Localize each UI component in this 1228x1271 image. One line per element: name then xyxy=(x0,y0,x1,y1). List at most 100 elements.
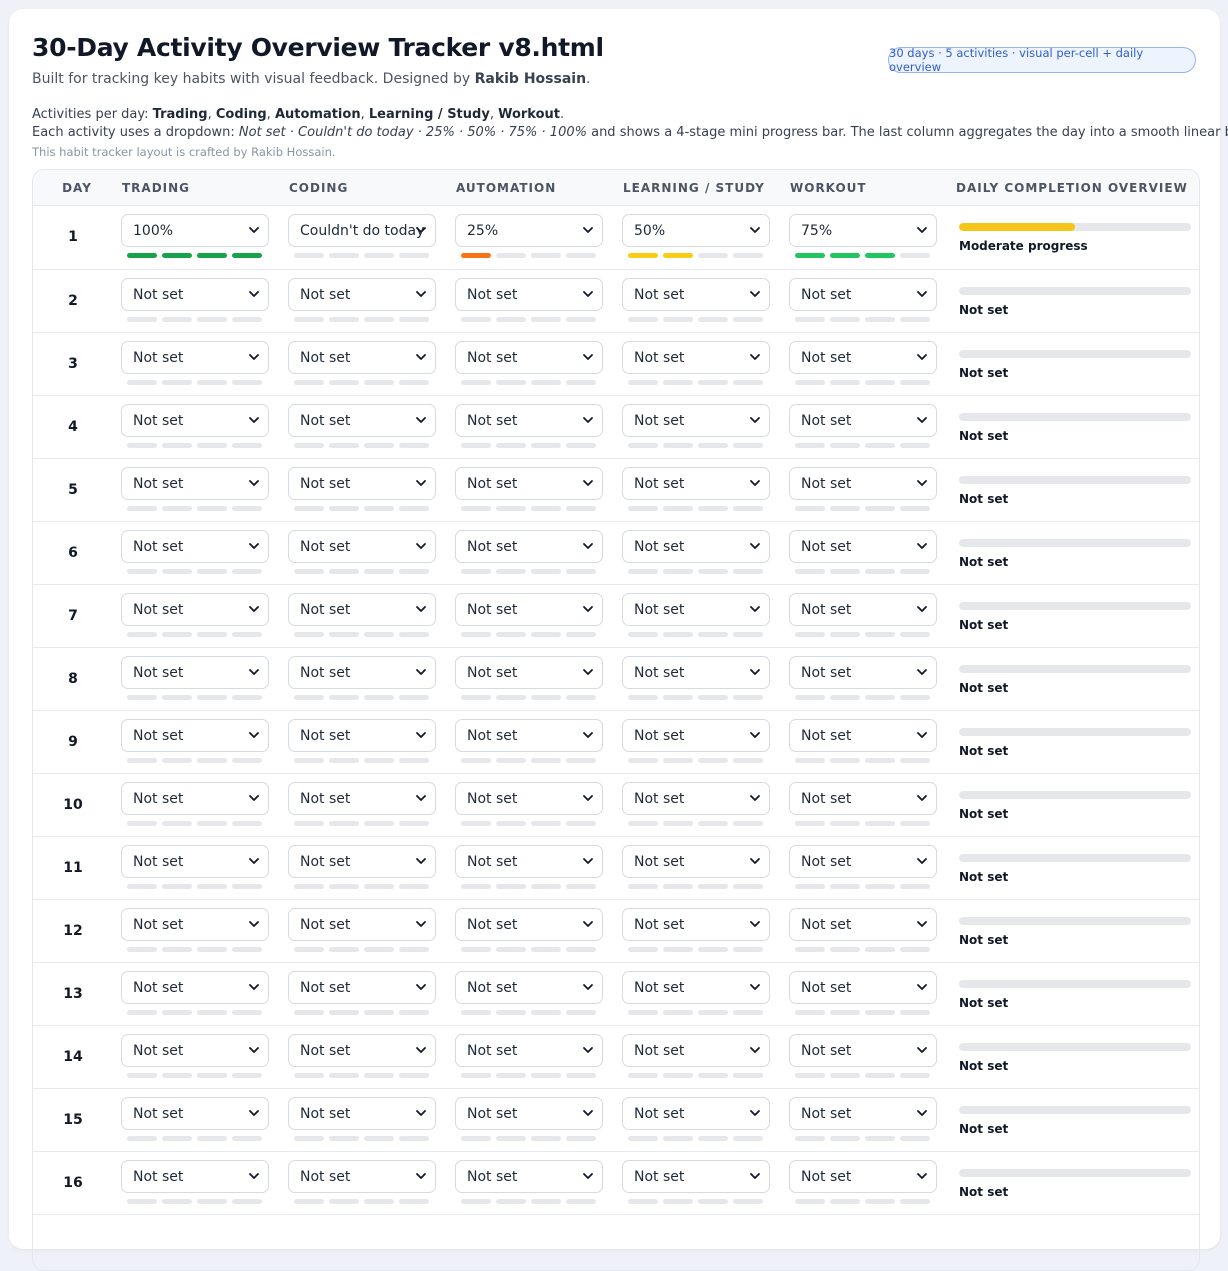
activity-status-select[interactable]: Not set xyxy=(455,530,603,563)
activity-status-select[interactable]: Not set xyxy=(622,278,770,311)
mini-progress-bar xyxy=(288,758,455,763)
activity-status-select[interactable]: Not set xyxy=(622,1034,770,1067)
activity-status-select[interactable]: Not set xyxy=(789,971,937,1004)
activity-status-select[interactable]: Not set xyxy=(121,467,269,500)
table-row: 13 Not set Not set Not set Not set Not set Not… xyxy=(33,963,1199,1026)
progress-segment xyxy=(162,1073,192,1078)
daily-overview: Not set xyxy=(959,1106,1199,1136)
activity-status-select[interactable]: Not set xyxy=(288,656,436,689)
activity-status-select[interactable]: Not set xyxy=(789,278,937,311)
activity-status-select[interactable]: Not set xyxy=(121,278,269,311)
activity-status-select[interactable]: Not set xyxy=(455,341,603,374)
activity-status-select[interactable]: Not set xyxy=(121,593,269,626)
select-value: Not set xyxy=(133,916,184,933)
mini-progress-bar xyxy=(455,253,622,258)
activity-status-select[interactable]: Not set xyxy=(622,782,770,815)
progress-segment xyxy=(294,380,324,385)
activity-status-select[interactable]: Not set xyxy=(288,278,436,311)
progress-segment xyxy=(496,1136,526,1141)
table-row: 5 Not set Not set Not set Not set Not set Not … xyxy=(33,459,1199,522)
activity-status-select[interactable]: Not set xyxy=(455,593,603,626)
activity-status-select[interactable]: Not set xyxy=(789,341,937,374)
activity-status-select[interactable]: Not set xyxy=(622,719,770,752)
activity-status-select[interactable]: Not set xyxy=(789,404,937,437)
activity-status-select[interactable]: Not set xyxy=(789,1160,937,1193)
activity-status-select[interactable]: Not set xyxy=(288,404,436,437)
select-value: 100% xyxy=(133,222,174,239)
activity-status-select[interactable]: Not set xyxy=(121,1034,269,1067)
activity-status-select[interactable]: Not set xyxy=(121,1160,269,1193)
activity-status-select[interactable]: Not set xyxy=(455,467,603,500)
activity-status-select[interactable]: Not set xyxy=(121,908,269,941)
activity-status-select[interactable]: Not set xyxy=(288,467,436,500)
activity-status-select[interactable]: Not set xyxy=(455,656,603,689)
progress-segment xyxy=(698,758,728,763)
activity-status-select[interactable]: Not set xyxy=(288,593,436,626)
activity-status-select[interactable]: Not set xyxy=(789,908,937,941)
activity-status-select[interactable]: Not set xyxy=(622,908,770,941)
select-value: Not set xyxy=(467,538,518,555)
activity-status-select[interactable]: Not set xyxy=(789,530,937,563)
activity-status-select[interactable]: Not set xyxy=(622,530,770,563)
activity-status-select[interactable]: Not set xyxy=(121,845,269,878)
mini-progress-bar xyxy=(455,632,622,637)
activity-status-select[interactable]: Not set xyxy=(121,656,269,689)
activity-status-select[interactable]: Not set xyxy=(288,845,436,878)
activity-status-select[interactable]: Not set xyxy=(121,782,269,815)
activity-status-select[interactable]: Not set xyxy=(622,467,770,500)
activity-status-select[interactable]: Not set xyxy=(121,404,269,437)
activity-status-select[interactable]: Not set xyxy=(288,719,436,752)
activity-status-select[interactable]: Not set xyxy=(622,1097,770,1130)
activity-status-select[interactable]: Not set xyxy=(455,782,603,815)
activity-status-select[interactable]: Not set xyxy=(455,719,603,752)
activity-status-select[interactable]: Not set xyxy=(121,719,269,752)
activity-status-select[interactable]: 100% xyxy=(121,214,269,247)
activity-status-select[interactable]: Not set xyxy=(288,1160,436,1193)
activity-status-select[interactable]: Not set xyxy=(288,1097,436,1130)
activity-status-select[interactable]: Not set xyxy=(455,845,603,878)
activity-status-select[interactable]: Not set xyxy=(455,1097,603,1130)
activity-status-select[interactable]: Not set xyxy=(121,1097,269,1130)
activity-status-select[interactable]: Not set xyxy=(121,971,269,1004)
select-value: Not set xyxy=(801,538,852,555)
activity-status-select[interactable]: Not set xyxy=(288,341,436,374)
activity-status-select[interactable]: 25% xyxy=(455,214,603,247)
activity-status-select[interactable]: Not set xyxy=(288,908,436,941)
day-number: 9 xyxy=(68,734,78,750)
activity-status-select[interactable]: Not set xyxy=(288,971,436,1004)
activity-status-select[interactable]: Not set xyxy=(622,845,770,878)
activity-status-select[interactable]: Not set xyxy=(121,341,269,374)
activity-status-select[interactable]: Not set xyxy=(789,782,937,815)
activity-status-select[interactable]: Not set xyxy=(789,1097,937,1130)
activity-status-select[interactable]: Not set xyxy=(789,719,937,752)
activity-status-select[interactable]: Not set xyxy=(455,908,603,941)
activity-status-select[interactable]: Not set xyxy=(789,656,937,689)
progress-segment xyxy=(364,758,394,763)
activity-status-select[interactable]: Not set xyxy=(455,971,603,1004)
activity-status-select[interactable]: Not set xyxy=(455,404,603,437)
activity-status-select[interactable]: Not set xyxy=(622,656,770,689)
select-value: Not set xyxy=(133,349,184,366)
activity-status-select[interactable]: Not set xyxy=(789,1034,937,1067)
activity-status-select[interactable]: 50% xyxy=(622,214,770,247)
daily-overview-bar xyxy=(959,917,1191,925)
activity-status-select[interactable]: Not set xyxy=(121,530,269,563)
activity-status-select[interactable]: Not set xyxy=(789,845,937,878)
activity-status-select[interactable]: Not set xyxy=(288,782,436,815)
activity-status-select[interactable]: Not set xyxy=(455,278,603,311)
activity-status-select[interactable]: Not set xyxy=(622,404,770,437)
activity-status-select[interactable]: Not set xyxy=(789,593,937,626)
activity-status-select[interactable]: Couldn't do today xyxy=(288,214,436,247)
activity-status-select[interactable]: 75% xyxy=(789,214,937,247)
activity-status-select[interactable]: Not set xyxy=(622,593,770,626)
activity-status-select[interactable]: Not set xyxy=(622,971,770,1004)
activity-status-select[interactable]: Not set xyxy=(622,341,770,374)
activity-status-select[interactable]: Not set xyxy=(455,1160,603,1193)
progress-segment xyxy=(900,1010,930,1015)
progress-segment xyxy=(294,317,324,322)
activity-status-select[interactable]: Not set xyxy=(455,1034,603,1067)
activity-status-select[interactable]: Not set xyxy=(288,1034,436,1067)
activity-status-select[interactable]: Not set xyxy=(288,530,436,563)
activity-status-select[interactable]: Not set xyxy=(622,1160,770,1193)
activity-status-select[interactable]: Not set xyxy=(789,467,937,500)
